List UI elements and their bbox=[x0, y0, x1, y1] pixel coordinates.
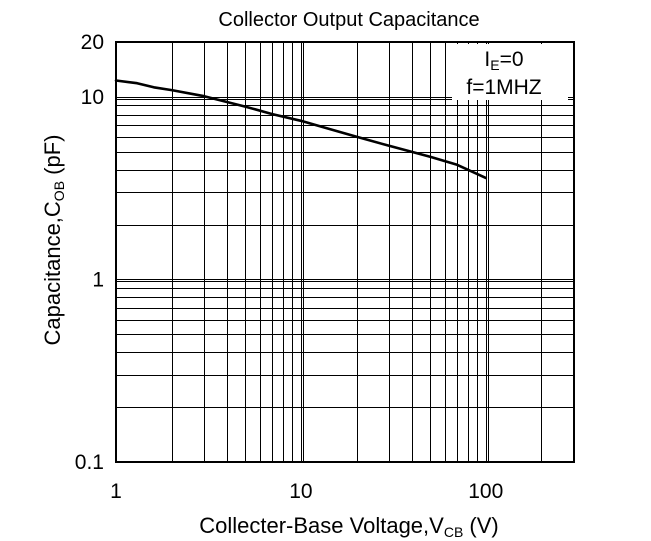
x-tick-label: 10 bbox=[289, 480, 312, 503]
x-axis-label-main: Collecter-Base Voltage,V bbox=[199, 513, 444, 538]
x-axis-label-unit: (V) bbox=[463, 513, 498, 538]
annotation-line-emitter-current: IE=0 bbox=[484, 48, 523, 73]
annotation-background bbox=[452, 44, 568, 100]
y-tick-labels: 0.1 1 10 20 bbox=[75, 31, 104, 474]
annotation-ie-main: I bbox=[484, 48, 490, 71]
condition-annotation: IE=0 f=1MHZ bbox=[452, 44, 568, 100]
series-line-1 bbox=[114, 79, 488, 180]
y-axis-label-main: Capacitance,C bbox=[40, 201, 65, 345]
x-tick-labels: 1 10 100 bbox=[110, 480, 503, 503]
chart-title: Collector Output Capacitance bbox=[218, 9, 479, 31]
y-axis-label: Capacitance,COB (pF) bbox=[40, 135, 67, 346]
x-axis-label-subscript: CB bbox=[444, 524, 463, 540]
x-tick-label: 100 bbox=[468, 480, 503, 503]
x-axis-label: Collecter-Base Voltage,VCB (V) bbox=[199, 513, 498, 540]
plot-frame bbox=[115, 41, 575, 463]
y-tick-label: 1 bbox=[92, 268, 104, 291]
y-tick-label: 0.1 bbox=[75, 451, 104, 474]
y-axis-label-subscript: OB bbox=[51, 181, 67, 201]
y-tick-label: 10 bbox=[81, 86, 104, 109]
annotation-ie-subscript: E bbox=[490, 57, 499, 73]
annotation-line-frequency: f=1MHZ bbox=[466, 76, 541, 99]
y-axis-label-unit: (pF) bbox=[40, 135, 65, 181]
grid-lines bbox=[116, 42, 574, 462]
annotation-ie-value: =0 bbox=[500, 48, 524, 71]
y-tick-label: 20 bbox=[81, 31, 104, 54]
data-series bbox=[114, 79, 488, 180]
x-tick-label: 1 bbox=[110, 480, 122, 503]
